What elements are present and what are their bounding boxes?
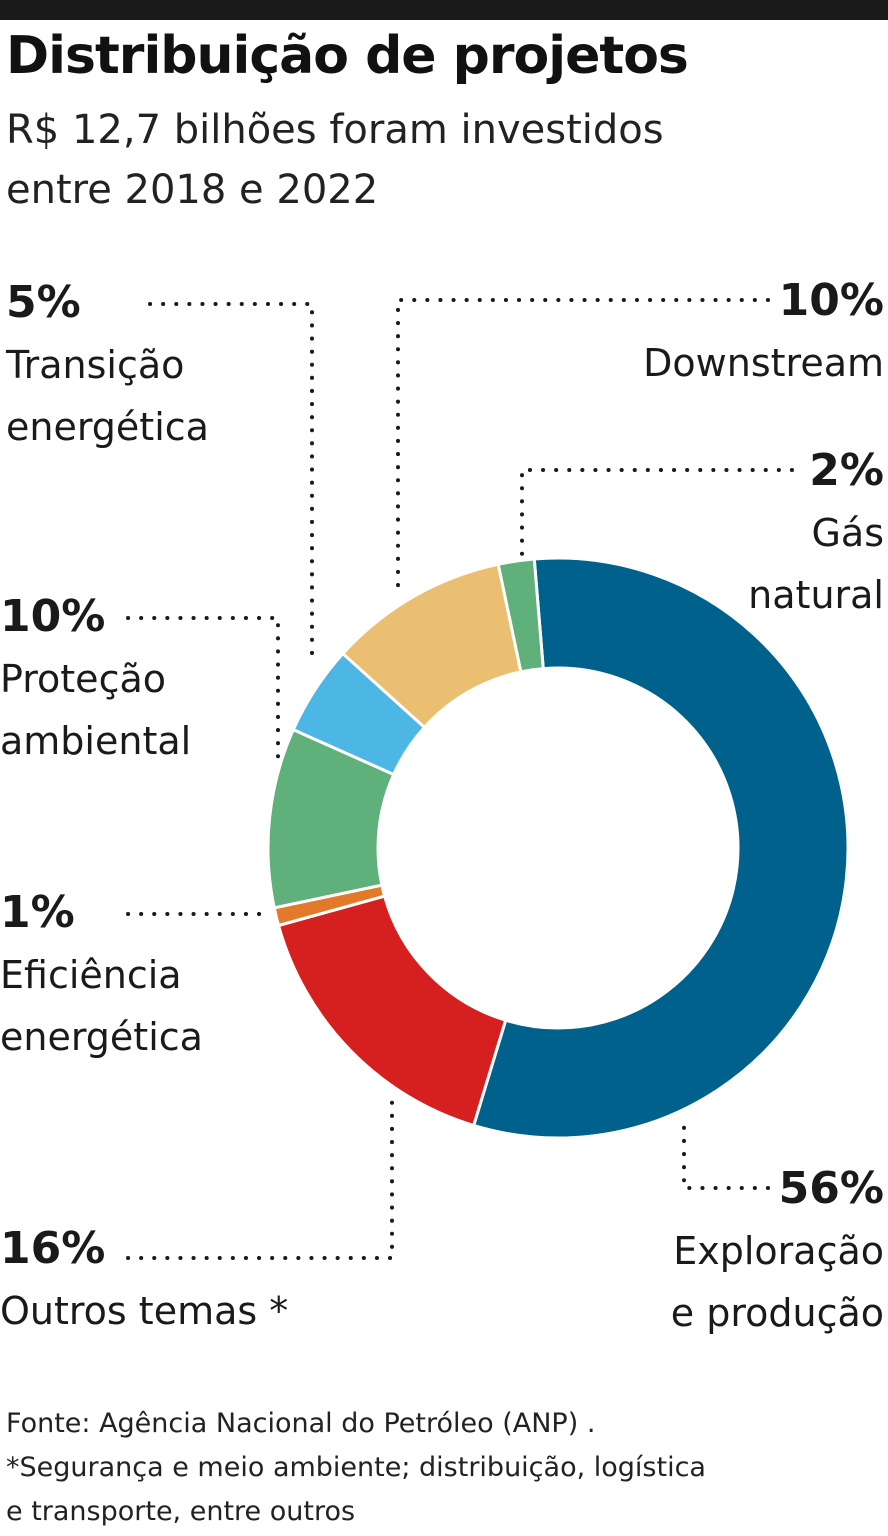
category-label-transicao-1: Transição	[6, 343, 185, 387]
category-label-eficiencia-1: Eficiência	[0, 953, 182, 997]
category-label-eficiencia-2: energética	[0, 1015, 203, 1059]
leader-line-outros	[126, 1098, 394, 1260]
footnote-line-2: e transporte, entre outros	[6, 1496, 356, 1527]
category-label-exploracao-2: e produção	[670, 1291, 884, 1335]
label-outros: 16% Outros temas *	[0, 1218, 288, 1342]
value-label-outros: 16%	[0, 1223, 106, 1274]
value-label-transicao: 5%	[6, 277, 81, 328]
leader-line-gas	[520, 468, 794, 562]
leader-line-downstream	[396, 298, 770, 594]
value-label-protecao: 10%	[0, 591, 106, 642]
slice-exploracao	[471, 556, 850, 1140]
footer: Fonte: Agência Nacional do Petróleo (ANP…	[6, 1402, 866, 1534]
category-label-transicao-2: energética	[6, 405, 209, 449]
footnote-line-1: *Segurança e meio ambiente; distribuição…	[6, 1452, 706, 1483]
category-label-downstream: Downstream	[643, 341, 884, 385]
leader-line-transicao	[148, 302, 314, 662]
category-label-gas-1: Gás	[811, 511, 884, 555]
slice-gas	[496, 557, 545, 674]
label-eficiencia: 1% Eficiência energética	[0, 882, 203, 1068]
value-label-exploracao: 56%	[778, 1163, 884, 1214]
value-label-eficiencia: 1%	[0, 887, 75, 938]
leader-line-exploracao	[682, 1118, 770, 1190]
label-exploracao: 56% Exploração e produção	[671, 1158, 884, 1344]
label-downstream: 10% Downstream	[643, 270, 884, 394]
label-gas: 2% Gás natural	[748, 440, 884, 626]
source-note: Fonte: Agência Nacional do Petróleo (ANP…	[6, 1408, 596, 1439]
chart-title: Distribuição de projetos	[6, 26, 689, 86]
category-label-protecao-1: Proteção	[0, 657, 166, 701]
label-transicao: 5% Transição energética	[6, 272, 209, 458]
category-label-outros: Outros temas *	[0, 1289, 289, 1333]
value-label-downstream: 10%	[778, 275, 884, 326]
top-rule	[0, 0, 888, 20]
category-label-protecao-2: ambiental	[0, 719, 192, 763]
category-label-exploracao-1: Exploração	[673, 1229, 884, 1273]
slice-outros	[276, 894, 508, 1128]
category-label-gas-2: natural	[748, 573, 884, 617]
label-protecao: 10% Proteção ambiental	[0, 586, 191, 772]
chart-subtitle: R$ 12,7 bilhões foram investidos entre 2…	[6, 107, 664, 213]
value-label-gas: 2%	[809, 445, 884, 496]
